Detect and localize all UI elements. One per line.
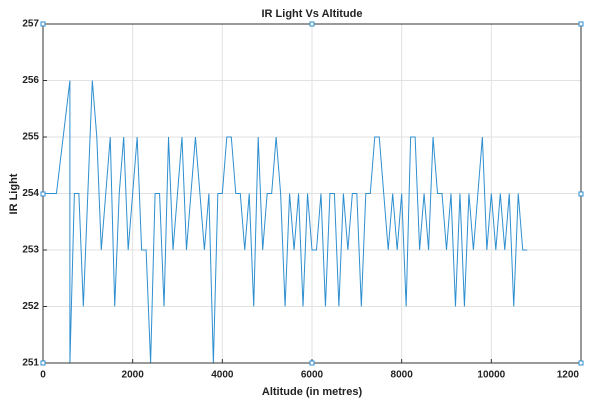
chart-title: IR Light Vs Altitude bbox=[261, 8, 362, 20]
data-tip bbox=[578, 360, 584, 366]
x-tick-label: 1200 bbox=[557, 370, 580, 381]
data-line bbox=[43, 80, 528, 364]
y-tick-label: 254 bbox=[22, 188, 39, 199]
x-tick-label: 8000 bbox=[391, 370, 414, 381]
y-tick-label: 252 bbox=[22, 301, 39, 312]
data-tip bbox=[40, 360, 46, 366]
y-axis-label: IR Light bbox=[8, 173, 20, 214]
x-tick-label: 10000 bbox=[477, 370, 505, 381]
data-tip bbox=[578, 191, 584, 197]
data-tips bbox=[40, 21, 584, 366]
y-tick-label: 256 bbox=[22, 75, 39, 86]
x-tick-label: 6000 bbox=[301, 370, 324, 381]
data-tip bbox=[40, 191, 46, 197]
y-tick-label: 253 bbox=[22, 245, 39, 256]
x-tick-label: 4000 bbox=[211, 370, 234, 381]
data-tip bbox=[309, 21, 315, 27]
y-tick-label: 257 bbox=[22, 19, 39, 30]
y-tick-label: 255 bbox=[22, 132, 39, 143]
data-tip bbox=[309, 360, 315, 366]
x-tick-label: 2000 bbox=[122, 370, 145, 381]
data-tip bbox=[578, 21, 584, 27]
x-axis-label: Altitude (in metres) bbox=[262, 386, 363, 398]
y-tick-label: 251 bbox=[22, 358, 39, 369]
x-tick-label: 0 bbox=[40, 370, 46, 381]
data-tip bbox=[40, 21, 46, 27]
